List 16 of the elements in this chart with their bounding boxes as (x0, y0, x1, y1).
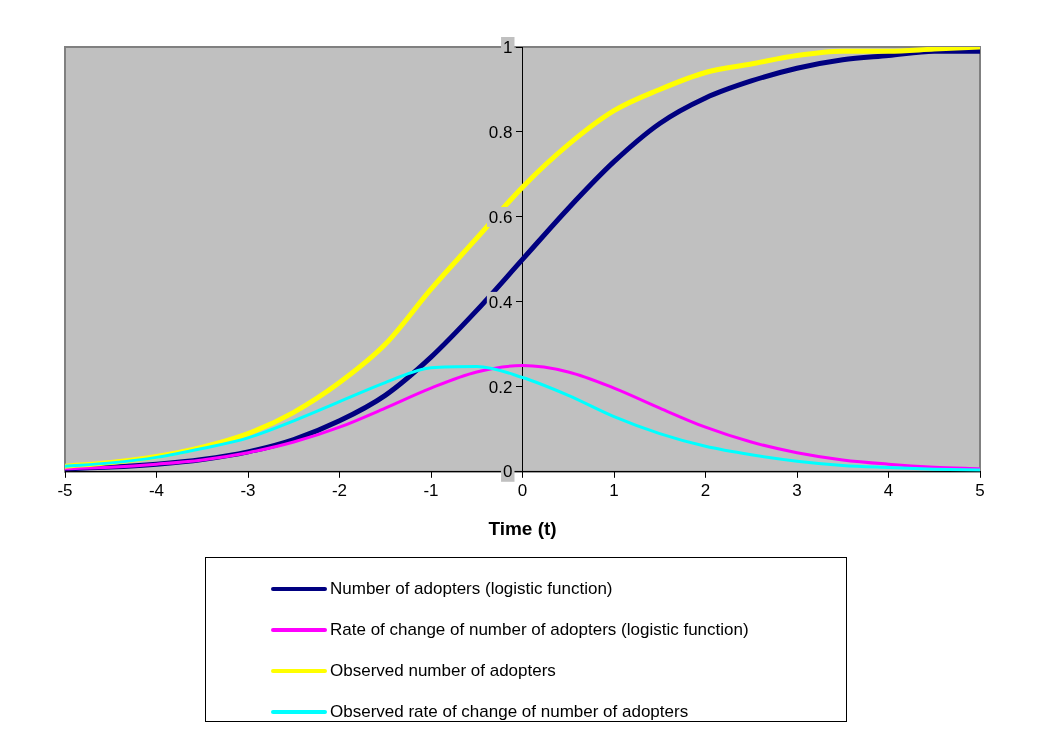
x-tick-label: 4 (883, 480, 894, 500)
legend-label: Observed number of adopters (330, 660, 556, 681)
legend-label: Number of adopters (logistic function) (330, 578, 613, 599)
x-tick-label: 0 (517, 480, 528, 500)
x-tick-label: 2 (700, 480, 711, 500)
legend-label: Observed rate of change of number of adopters (330, 701, 689, 722)
x-tick-label: -2 (331, 480, 348, 500)
x-tick-label: -5 (57, 480, 73, 500)
x-tick-label: 3 (792, 480, 802, 500)
x-tick-label: -1 (423, 480, 439, 500)
x-tick-label: 1 (609, 480, 619, 500)
x-tick-label: -3 (240, 480, 256, 500)
x-axis-title: Time (t) (488, 517, 557, 539)
x-tick-label: 5 (975, 480, 985, 500)
legend-label: Rate of change of number of adopters (logistic function) (330, 619, 749, 640)
x-tick-label: -4 (148, 480, 165, 500)
